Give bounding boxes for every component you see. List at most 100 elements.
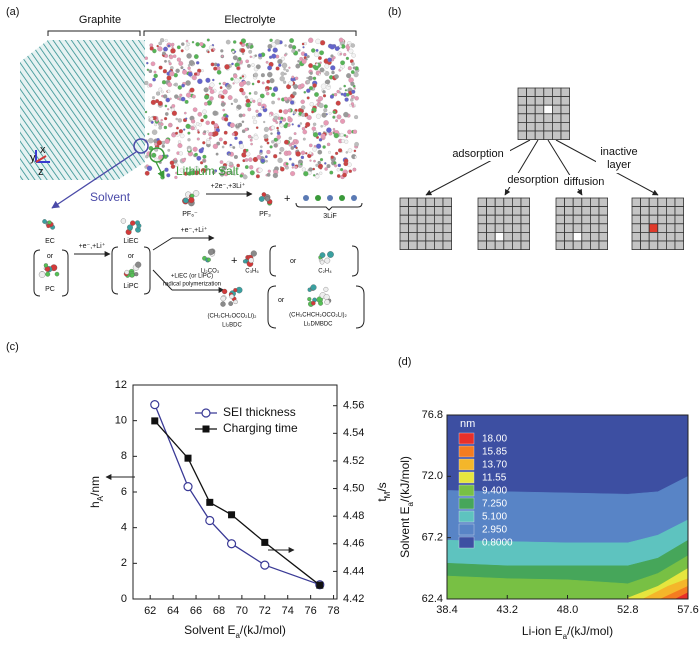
lattice-cell [512, 231, 522, 242]
molecule-dot [316, 143, 322, 149]
molecule-dot [260, 107, 264, 111]
species-label: EC [45, 238, 55, 245]
data-point [183, 482, 193, 492]
molecule-dot [295, 151, 301, 157]
y2-axis-label-part: M [383, 491, 392, 498]
lattice-cell [416, 223, 427, 233]
x-axis-label: Li-ion Ea/(kJ/mol) [522, 624, 613, 640]
molecule-dot [169, 123, 173, 127]
atom [124, 269, 130, 275]
atom [228, 301, 234, 306]
lattice-cell [433, 240, 444, 251]
molecule-dot [354, 115, 359, 120]
lattice-cell [640, 223, 650, 233]
molecule-dot [269, 78, 275, 84]
molecule-dot [182, 69, 188, 75]
molecule-dot [165, 112, 169, 116]
molecule-dot [333, 161, 337, 165]
molecule-dot [250, 97, 253, 101]
molecule-dot [206, 140, 211, 145]
molecule-dot [166, 75, 172, 81]
process-label: diffusion [564, 176, 605, 188]
molecule-dot [187, 131, 191, 135]
atom [315, 195, 321, 201]
plus: + [284, 193, 290, 205]
lattice-cell [425, 206, 435, 216]
molecule-dot [288, 157, 292, 161]
molecule-dot [231, 50, 235, 54]
y2-axis-label-part: /s [375, 482, 389, 491]
molecule-dot [225, 39, 231, 45]
lattice-cell [425, 231, 435, 242]
atom [351, 195, 357, 201]
molecule-dot [164, 59, 167, 63]
lattice-cell [520, 231, 531, 242]
molecule-dot [157, 100, 163, 106]
molecule-dot [162, 69, 167, 74]
atom [242, 259, 248, 264]
lattice-cell [666, 214, 676, 225]
y-tick-label: 67.2 [422, 532, 443, 544]
lattice-cell [477, 206, 488, 216]
colorbar-label: 2.950 [482, 525, 507, 536]
molecule-dot [187, 43, 191, 46]
molecule-dot [174, 163, 179, 167]
molecule-dot [188, 60, 195, 66]
molecule-dot [167, 148, 171, 152]
molecule-dot [253, 135, 259, 141]
molecule-dot [272, 86, 279, 92]
molecule-dot [332, 110, 336, 114]
molecule-dot [324, 167, 328, 171]
molecule-dot [156, 140, 162, 146]
or: or [128, 253, 135, 260]
lattices [399, 87, 685, 251]
arrow [155, 161, 165, 179]
molecule-dot [293, 84, 299, 90]
data-point [151, 417, 159, 425]
lattice-cell [477, 214, 488, 225]
molecule-dot [245, 102, 251, 108]
molecule-dot [252, 115, 256, 120]
molecule-dot [252, 119, 258, 125]
molecule-dot [186, 92, 192, 98]
molecule-dot [198, 148, 204, 154]
atom [250, 250, 257, 257]
molecule-dot [286, 150, 292, 156]
lattice-cell [640, 214, 650, 225]
molecule-dot [345, 135, 349, 139]
molecule-dot [149, 117, 154, 121]
molecule-dot [146, 61, 149, 65]
lattice-cell [408, 240, 418, 251]
molecule-dot [324, 80, 329, 84]
lattice-cell [598, 240, 609, 251]
atom [206, 257, 211, 262]
lattice-cell [517, 113, 528, 123]
molecule-dot [161, 90, 164, 94]
molecule-dot [255, 64, 261, 70]
molecule-dot [160, 118, 163, 122]
molecule-dot [172, 131, 175, 135]
molecule-dot [354, 96, 359, 101]
colorbar-label: 5.100 [482, 512, 507, 523]
colorbar-swatch [458, 432, 475, 445]
molecule-dot [301, 167, 306, 172]
lattice-cell [555, 214, 566, 225]
molecule-dot [290, 100, 295, 105]
molecule-dot [302, 46, 305, 49]
molecule-dot [291, 123, 294, 126]
molecule-dot [332, 115, 336, 119]
molecule-dot [246, 45, 250, 49]
molecule-dot [144, 80, 149, 86]
molecule-dot [191, 75, 197, 81]
molecule-dot [255, 174, 260, 179]
lattice-cell [433, 206, 444, 216]
lattice-cell [512, 214, 522, 225]
atom [311, 300, 316, 306]
atom [303, 195, 309, 201]
molecule-dot [320, 125, 324, 128]
colorbar-swatch [458, 497, 475, 510]
molecule-dot [300, 99, 305, 105]
molecule-dot [313, 159, 316, 163]
legend-label: Charging time [223, 421, 298, 435]
molecule-dot [319, 61, 322, 64]
